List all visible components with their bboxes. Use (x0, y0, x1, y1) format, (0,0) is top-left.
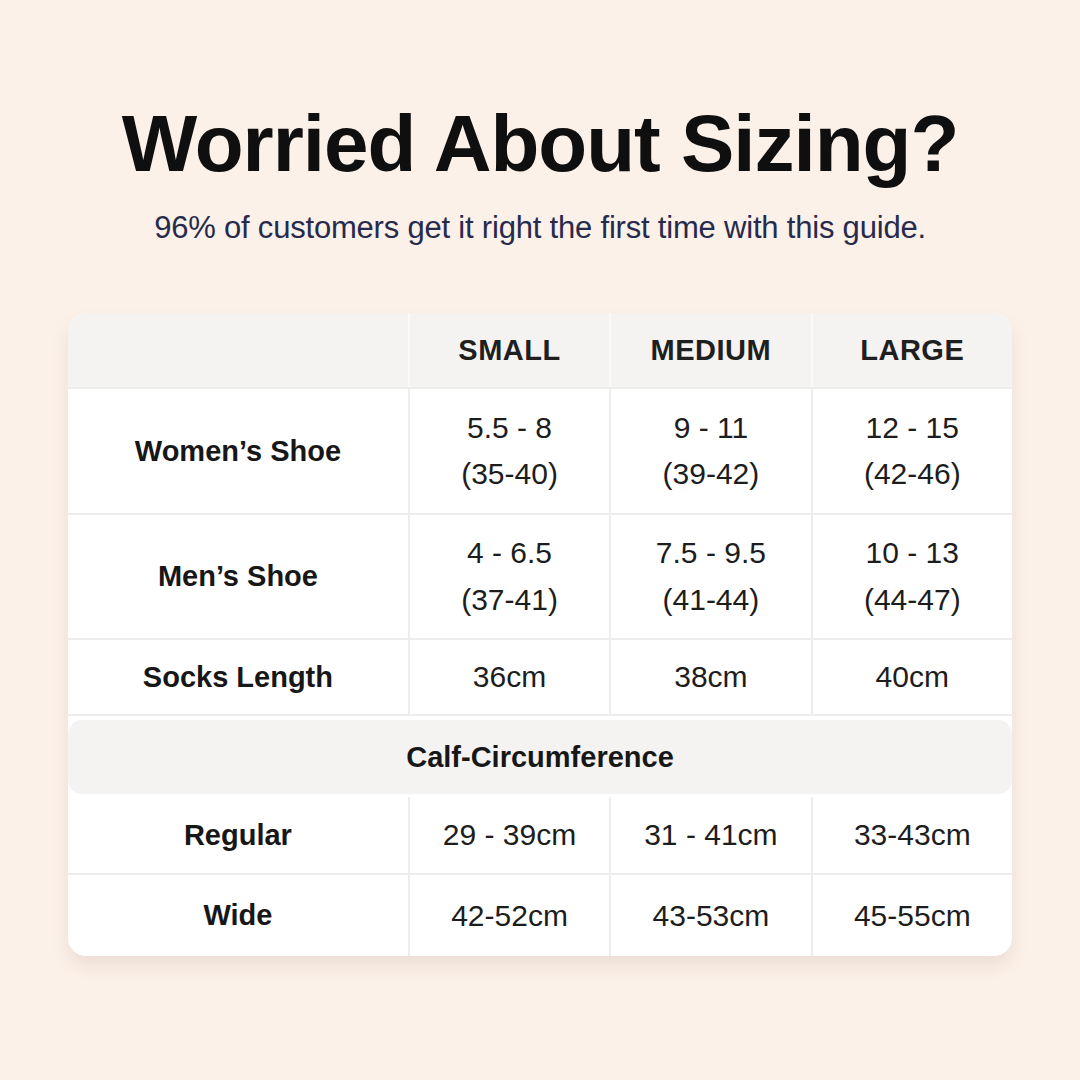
cell-value-line: (44-47) (864, 583, 961, 618)
cell-value-line: 10 - 13 (864, 536, 961, 571)
cell-womens-small: 5.5 - 8 (35-40) (408, 389, 609, 513)
cell-value-line: (37-41) (461, 583, 558, 618)
cell-mens-medium: 7.5 - 9.5 (41-44) (609, 515, 810, 638)
table-row-mens-shoe: Men’s Shoe 4 - 6.5 (37-41) 7.5 - 9.5 (41… (68, 515, 1012, 640)
page-title: Worried About Sizing? (0, 100, 1080, 188)
cell-socks-small: 36cm (408, 640, 609, 714)
row-label-womens-shoe: Women’s Shoe (68, 389, 408, 513)
sizing-guide-infographic: Worried About Sizing? 96% of customers g… (0, 0, 1080, 1080)
table-row-regular: Regular 29 - 39cm 31 - 41cm 33-43cm (68, 797, 1012, 875)
cell-womens-large: 12 - 15 (42-46) (811, 389, 1012, 513)
table-row-womens-shoe: Women’s Shoe 5.5 - 8 (35-40) 9 - 11 (39-… (68, 389, 1012, 515)
page-subtitle: 96% of customers get it right the first … (0, 210, 1080, 246)
column-header-medium: MEDIUM (609, 313, 810, 387)
cell-regular-medium: 31 - 41cm (609, 797, 810, 873)
cell-value-line: 12 - 15 (864, 411, 961, 446)
row-label-mens-shoe: Men’s Shoe (68, 515, 408, 638)
cell-value-line: (41-44) (656, 583, 766, 618)
column-header-large: LARGE (811, 313, 1012, 387)
column-header-small: SMALL (408, 313, 609, 387)
section-header-row: Calf-Circumference (68, 716, 1012, 797)
cell-socks-medium: 38cm (609, 640, 810, 714)
cell-wide-small: 42-52cm (408, 875, 609, 956)
size-chart-table: SMALL MEDIUM LARGE Women’s Shoe 5.5 - 8 … (68, 313, 1012, 956)
cell-socks-large: 40cm (811, 640, 1012, 714)
table-row-socks-length: Socks Length 36cm 38cm 40cm (68, 640, 1012, 716)
cell-value-line: 5.5 - 8 (461, 411, 558, 446)
header-corner-cell (68, 313, 408, 387)
cell-value-line: 4 - 6.5 (461, 536, 558, 571)
row-label-socks-length: Socks Length (68, 640, 408, 714)
cell-wide-medium: 43-53cm (609, 875, 810, 956)
table-row-wide: Wide 42-52cm 43-53cm 45-55cm (68, 875, 1012, 956)
row-label-regular: Regular (68, 797, 408, 873)
cell-value-line: (42-46) (864, 457, 961, 492)
cell-value-line: (35-40) (461, 457, 558, 492)
cell-regular-small: 29 - 39cm (408, 797, 609, 873)
cell-value-line: (39-42) (663, 457, 760, 492)
cell-value-line: 9 - 11 (663, 411, 760, 446)
cell-value-line: 7.5 - 9.5 (656, 536, 766, 571)
cell-mens-small: 4 - 6.5 (37-41) (408, 515, 609, 638)
cell-womens-medium: 9 - 11 (39-42) (609, 389, 810, 513)
cell-wide-large: 45-55cm (811, 875, 1012, 956)
cell-mens-large: 10 - 13 (44-47) (811, 515, 1012, 638)
section-header-calf-circumference: Calf-Circumference (68, 720, 1012, 794)
table-header-row: SMALL MEDIUM LARGE (68, 313, 1012, 389)
cell-regular-large: 33-43cm (811, 797, 1012, 873)
row-label-wide: Wide (68, 875, 408, 956)
